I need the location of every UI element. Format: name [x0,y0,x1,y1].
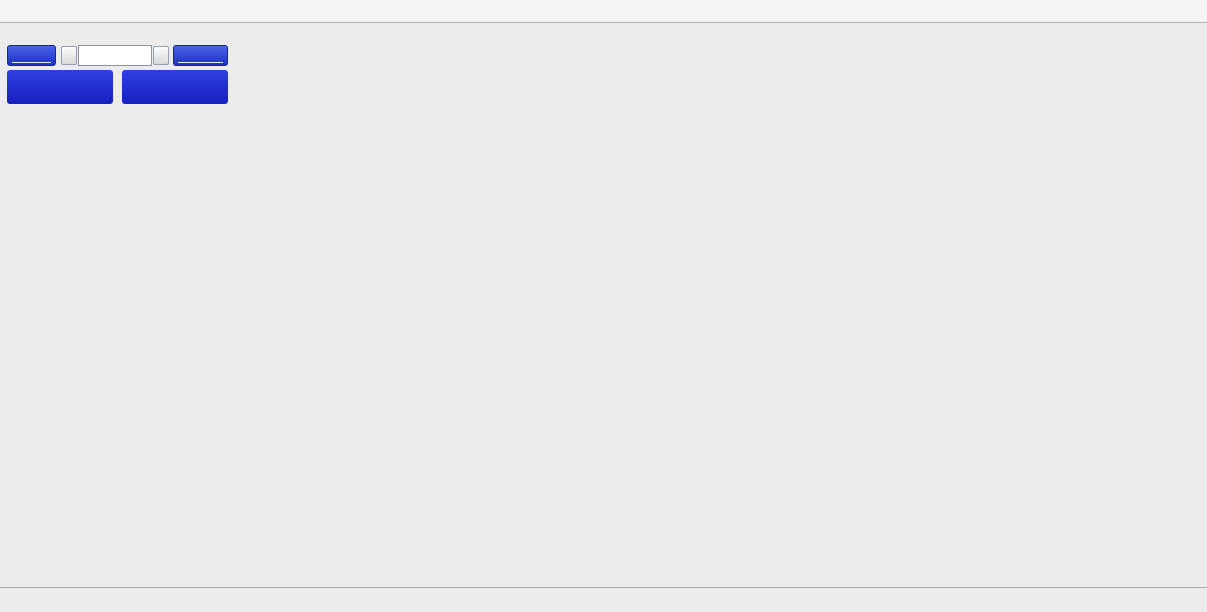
sell-button[interactable] [7,45,56,66]
volume-input[interactable] [78,45,152,66]
one-click-trading-panel [7,45,228,105]
volume-decrease-button[interactable] [61,46,77,65]
sell-underline [11,62,52,63]
volume-increase-button[interactable] [153,46,169,65]
buy-button[interactable] [173,45,228,66]
timeframe-toolbar [0,0,1207,23]
buy-price-tile[interactable] [122,70,228,104]
sell-price-tile[interactable] [7,70,113,104]
symbol-tab-bar [0,587,1207,612]
buy-underline [178,62,223,63]
